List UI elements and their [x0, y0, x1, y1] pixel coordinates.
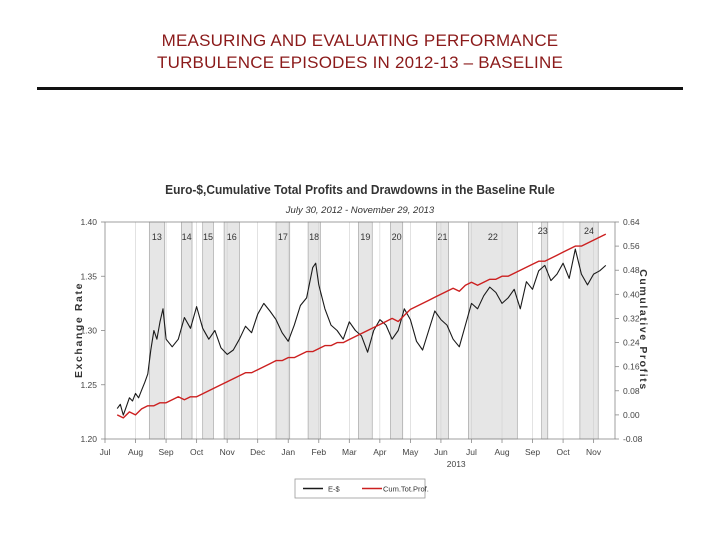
x-tick-label-aug: Aug [128, 447, 143, 457]
x-tick-label-mar: Mar [342, 447, 357, 457]
grid-lines [135, 222, 594, 439]
episode-band-16 [223, 221, 240, 440]
x-tick-label-nov: Nov [220, 447, 236, 457]
x-tick-label-apr: Apr [373, 447, 386, 457]
episode-band-22 [468, 221, 518, 440]
y-right-tick-label: 0.56 [623, 241, 640, 251]
y-axis-left: 1.40 1.35 1.30 1.25 1.20 [80, 217, 105, 444]
episode-band-21 [436, 221, 449, 440]
x-year-label: 2013 [447, 459, 466, 469]
y-left-tick-label: 1.25 [80, 380, 97, 390]
chart-title: Euro-$,Cumulative Total Profits and Draw… [165, 183, 555, 198]
y-right-tick-label: 0.48 [623, 265, 640, 275]
x-tick-label-dec: Dec [250, 447, 266, 457]
y-axis-left-label: Exchange Rate [73, 282, 85, 378]
legend-label-exchange-rate: E-$ [328, 485, 341, 494]
title-divider [37, 87, 683, 90]
series-line-exchange-rate [116, 248, 607, 416]
episode-band-17 [275, 221, 291, 440]
series-lines [116, 233, 607, 419]
episode-label-20: 20 [392, 232, 402, 242]
slide-title: MEASURING AND EVALUATING PERFORMANCE TUR… [0, 30, 720, 74]
x-tick-label-aug: Aug [494, 447, 509, 457]
y-right-tick-label: 0.24 [623, 338, 640, 348]
y-left-tick-label: 1.35 [80, 271, 97, 281]
slide-title-line-1: MEASURING AND EVALUATING PERFORMANCE [161, 31, 559, 50]
episode-band-18 [307, 221, 321, 440]
y-axis-right: 0.64 0.56 0.48 0.40 0.32 0.24 0.16 0.08 0.00 -0.0… [615, 217, 643, 444]
y-left-tick-label: 1.30 [80, 326, 97, 336]
x-tick-label-oct: Oct [556, 447, 570, 457]
episode-label-18: 18 [309, 232, 319, 242]
episode-band-24 [579, 221, 599, 440]
x-tick-label-feb: Feb [311, 447, 326, 457]
y-right-tick-label: 0.08 [623, 386, 640, 396]
episode-band-14 [181, 221, 193, 440]
episode-band-23 [541, 221, 549, 440]
episode-label-19: 19 [360, 232, 370, 242]
x-axis: Jul Aug Sep Oct Nov Dec Jan Feb Mar Apr May Jun Jul A… [100, 439, 602, 469]
x-tick-label-jan: Jan [281, 447, 295, 457]
episode-label-24: 24 [584, 226, 594, 236]
x-tick-label-jun: Jun [434, 447, 448, 457]
episode-label-21: 21 [437, 232, 447, 242]
y-right-tick-label: 0.32 [623, 313, 640, 323]
chart-subtitle: July 30, 2012 - November 29, 2013 [285, 205, 435, 216]
x-tick-label-nov: Nov [586, 447, 602, 457]
series-line-cum-profits [116, 233, 607, 419]
episode-label-17: 17 [278, 232, 288, 242]
episode-label-23: 23 [538, 226, 548, 236]
slide-title-line-2: TURBULENCE EPISODES IN 2012-13 – BASELIN… [157, 53, 563, 72]
exchange-rate-profits-chart: Euro-$,Cumulative Total Profits and Draw… [73, 183, 649, 499]
x-tick-label-sep: Sep [159, 447, 174, 457]
x-tick-label-oct: Oct [190, 447, 204, 457]
legend-label-cum-profits: Cum.Tot.Prof. [383, 485, 429, 494]
x-tick-label-jul: Jul [100, 447, 111, 457]
x-tick-label-sep: Sep [525, 447, 540, 457]
legend: E-$ Cum.Tot.Prof. [294, 478, 429, 499]
x-tick-label-may: May [402, 447, 419, 457]
y-left-tick-label: 1.40 [80, 217, 97, 227]
y-right-tick-label: 0.40 [623, 289, 640, 299]
legend-box [294, 478, 426, 499]
episode-label-16: 16 [227, 232, 237, 242]
y-right-tick-label: 0.16 [623, 362, 640, 372]
episode-label-15: 15 [203, 232, 213, 242]
episode-label-14: 14 [182, 232, 192, 242]
episode-bands: 13 14 15 16 17 18 19 20 21 22 23 24 [148, 221, 599, 440]
episode-band-20 [390, 221, 404, 440]
episode-label-13: 13 [152, 232, 162, 242]
y-axis-right-label: Cumulative Profits [637, 269, 649, 391]
y-right-tick-label: -0.08 [623, 434, 643, 444]
y-left-tick-label: 1.20 [80, 434, 97, 444]
x-tick-label-jul: Jul [466, 447, 477, 457]
episode-label-22: 22 [488, 232, 498, 242]
episode-band-19 [358, 221, 373, 440]
y-right-tick-label: 0.64 [623, 217, 640, 227]
y-right-tick-label: 0.00 [623, 410, 640, 420]
